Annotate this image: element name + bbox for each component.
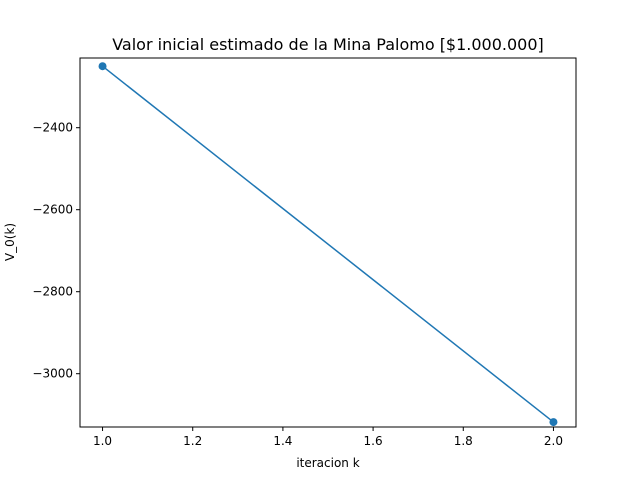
y-axis-label: V_0(k) [3,223,17,261]
x-tick-label: 2.0 [544,434,563,448]
y-tick-label: −2600 [32,203,73,217]
data-point [549,418,558,427]
x-tick-label: 1.6 [364,434,383,448]
data-point [98,62,107,71]
x-tick-label: 1.4 [273,434,292,448]
y-tick-label: −2800 [32,285,73,299]
x-tick-label: 1.8 [454,434,473,448]
x-axis-label: iteracion k [296,456,359,470]
plot-area: 1.0 1.2 1.4 1.6 1.8 2.0 −2400 −2600 −2800 −3000 [32,62,563,448]
axes-frame [79,57,577,428]
y-tick-label: −3000 [32,367,73,381]
chart-title: Valor inicial estimado de la Mina Palomo… [112,35,544,54]
series-line [102,65,554,423]
x-tick-label: 1.0 [93,434,112,448]
x-tick-label: 1.2 [183,434,202,448]
y-tick-label: −2400 [32,121,73,135]
